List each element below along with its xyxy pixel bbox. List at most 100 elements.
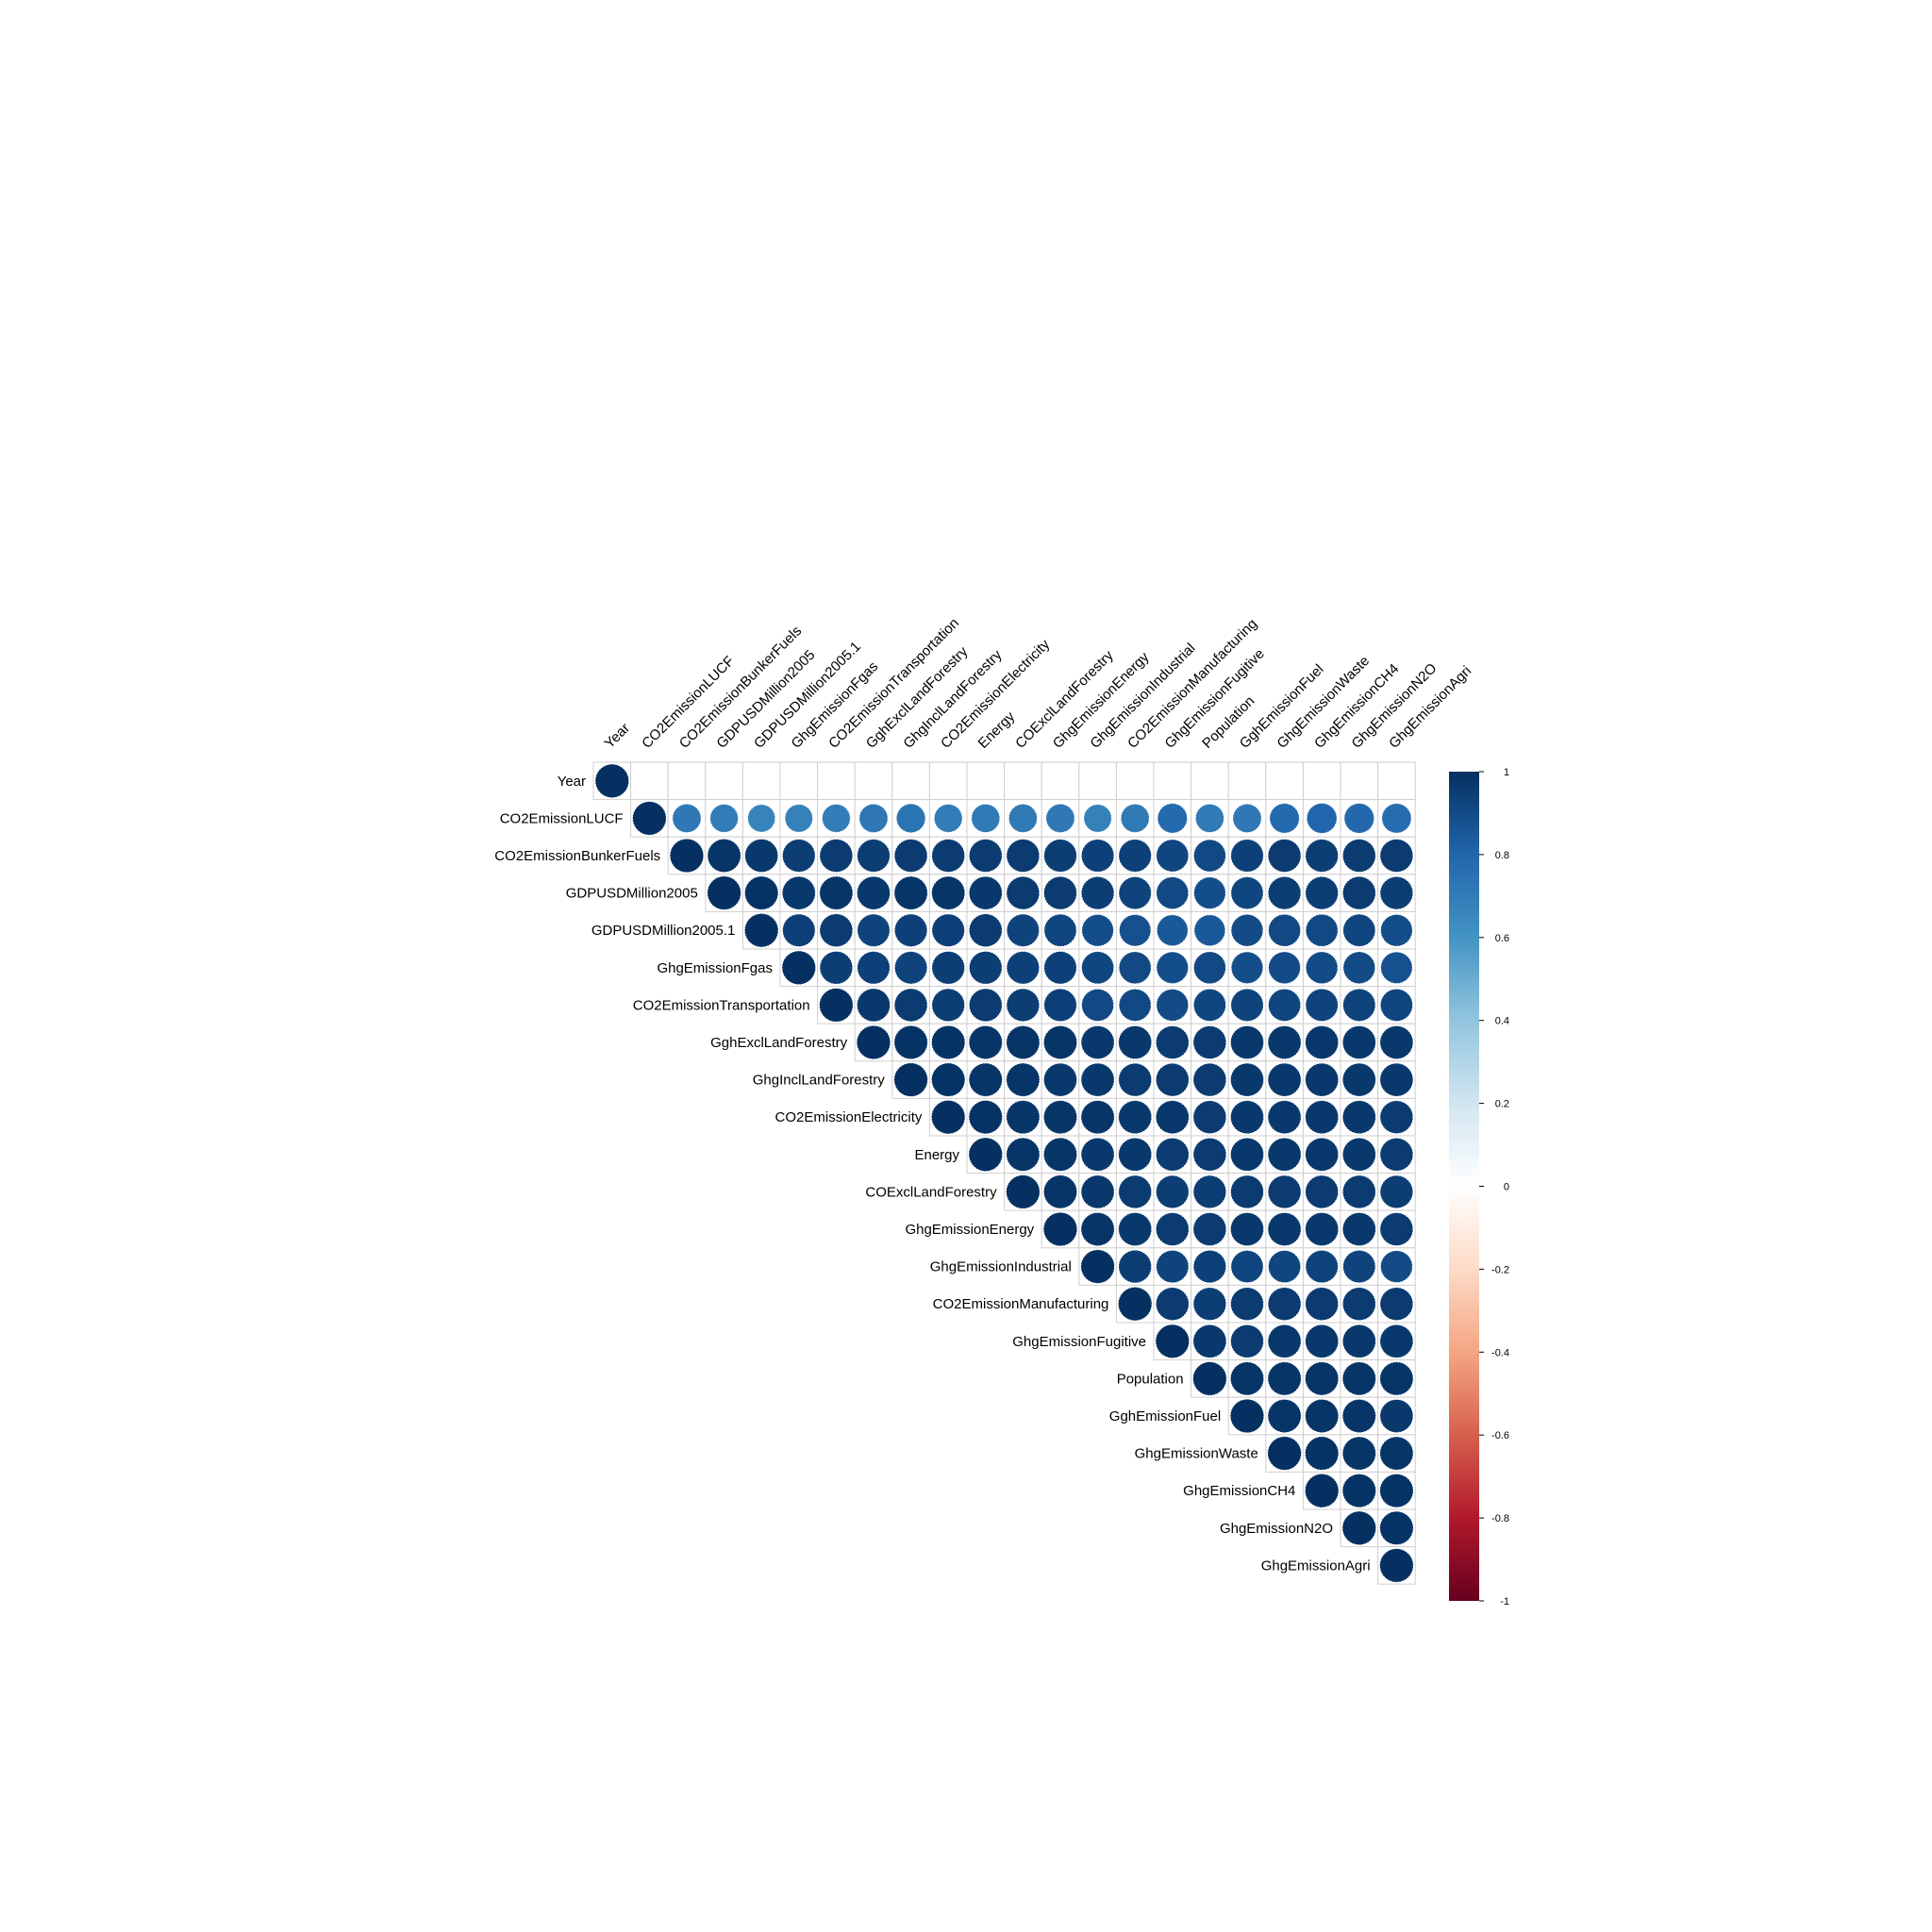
correlation-circle [857, 951, 891, 985]
correlation-circle [1379, 1100, 1414, 1135]
correlation-circle [781, 950, 816, 986]
correlation-circle [969, 951, 1003, 985]
correlation-circle [747, 804, 776, 833]
correlation-circle [1267, 1025, 1302, 1059]
correlation-circle [744, 875, 779, 910]
correlation-circle [1341, 839, 1376, 873]
correlation-circle [1304, 1473, 1340, 1508]
correlation-circle [1305, 1025, 1340, 1059]
correlation-circle [1006, 839, 1041, 873]
correlation-circle [1118, 1137, 1153, 1172]
correlation-circle [931, 1024, 966, 1060]
row-label: GDPUSDMillion2005.1 [591, 923, 736, 939]
row-label: GhgInclLandForestry [753, 1073, 886, 1089]
correlation-circle [1080, 1062, 1115, 1097]
correlation-circle [1379, 1548, 1414, 1583]
correlation-circle [1080, 1100, 1115, 1135]
correlation-circle [1118, 1212, 1153, 1246]
correlation-circle [1341, 1436, 1376, 1471]
correlation-circle [1006, 1137, 1041, 1172]
correlation-circle [1230, 988, 1264, 1022]
correlation-circle [1268, 988, 1302, 1022]
correlation-circle [1192, 1324, 1227, 1358]
correlation-circle [1342, 1250, 1376, 1284]
correlation-circle [1230, 1025, 1264, 1059]
correlation-circle [1342, 951, 1376, 985]
colorbar-tick-label: -1 [1500, 1596, 1509, 1607]
correlation-circle [1230, 1324, 1264, 1358]
correlation-circle [1267, 1436, 1302, 1471]
correlation-circle [857, 988, 891, 1023]
correlation-circle [1379, 1474, 1414, 1508]
row-label: GhgEmissionWaste [1135, 1446, 1258, 1462]
grid-cell [1265, 761, 1304, 801]
correlation-circle [1230, 1250, 1264, 1284]
correlation-circle [1043, 839, 1077, 873]
correlation-circle [1379, 1174, 1414, 1209]
correlation-circle [1305, 951, 1339, 985]
correlation-circle [1341, 1324, 1376, 1358]
row-label: GhgEmissionEnergy [905, 1222, 1034, 1238]
correlation-circle [1380, 914, 1413, 947]
correlation-circle [1118, 1062, 1153, 1097]
correlation-circle [1230, 876, 1264, 910]
correlation-circle [1267, 839, 1302, 873]
correlation-circle [1080, 1211, 1115, 1247]
correlation-circle [1192, 1100, 1227, 1135]
correlation-circle [1008, 804, 1038, 833]
grid-cell [1078, 761, 1117, 801]
correlation-circle [1155, 1137, 1190, 1172]
correlation-circle [1379, 1324, 1414, 1358]
correlation-circle [819, 875, 854, 910]
correlation-circle [1305, 1436, 1340, 1471]
correlation-circle [1080, 1025, 1115, 1059]
correlation-circle [1342, 913, 1376, 947]
correlation-circle [931, 951, 965, 985]
circle-layer [594, 763, 1414, 1583]
grid-cell [817, 761, 856, 801]
correlation-circle [1006, 1100, 1041, 1135]
row-label: GDPUSDMillion2005 [566, 886, 698, 902]
grid-cell [705, 761, 743, 801]
correlation-circle [1232, 803, 1262, 833]
correlation-circle [1156, 914, 1189, 947]
correlation-circle [1192, 988, 1226, 1022]
grid-cell [779, 761, 819, 801]
correlation-circle [1381, 803, 1412, 834]
correlation-circle [931, 913, 965, 947]
row-label: GghEmissionFuel [1109, 1408, 1221, 1424]
correlation-circle [1155, 1025, 1190, 1059]
row-label: CO2EmissionElectricity [775, 1109, 923, 1125]
correlation-circle [1305, 1250, 1339, 1284]
correlation-circle [968, 988, 1003, 1023]
correlation-circle [1156, 839, 1190, 873]
correlation-circle [1006, 1024, 1041, 1060]
correlation-circle [968, 1100, 1003, 1135]
grid-cell [667, 761, 707, 801]
grid-cell [1191, 761, 1229, 801]
correlation-circle [1156, 1250, 1190, 1284]
correlation-circle [1195, 804, 1224, 833]
colorbar-tick-label: 1 [1504, 767, 1509, 778]
correlation-circle [895, 803, 926, 834]
correlation-circle [1080, 875, 1115, 910]
correlation-circle [1156, 1174, 1190, 1209]
correlation-circle [894, 951, 928, 985]
colorbar-tick-label: -0.6 [1491, 1430, 1509, 1441]
correlation-circle [707, 875, 741, 910]
correlation-circle [1118, 1174, 1153, 1209]
correlation-circle [1267, 1062, 1302, 1097]
correlation-circle [1042, 1174, 1078, 1209]
correlation-circle [1230, 951, 1264, 984]
correlation-circle [1267, 1324, 1302, 1358]
correlation-circle [1118, 951, 1152, 985]
grid-cell [1302, 761, 1341, 801]
correlation-circle [968, 1137, 1003, 1172]
correlation-circle [1081, 951, 1115, 985]
correlation-circle [1305, 1100, 1340, 1135]
correlation-circle [858, 803, 889, 833]
correlation-circle [1081, 989, 1114, 1022]
correlation-circle [1380, 1250, 1413, 1283]
correlation-circle [893, 988, 928, 1023]
correlation-circle [1342, 988, 1376, 1022]
